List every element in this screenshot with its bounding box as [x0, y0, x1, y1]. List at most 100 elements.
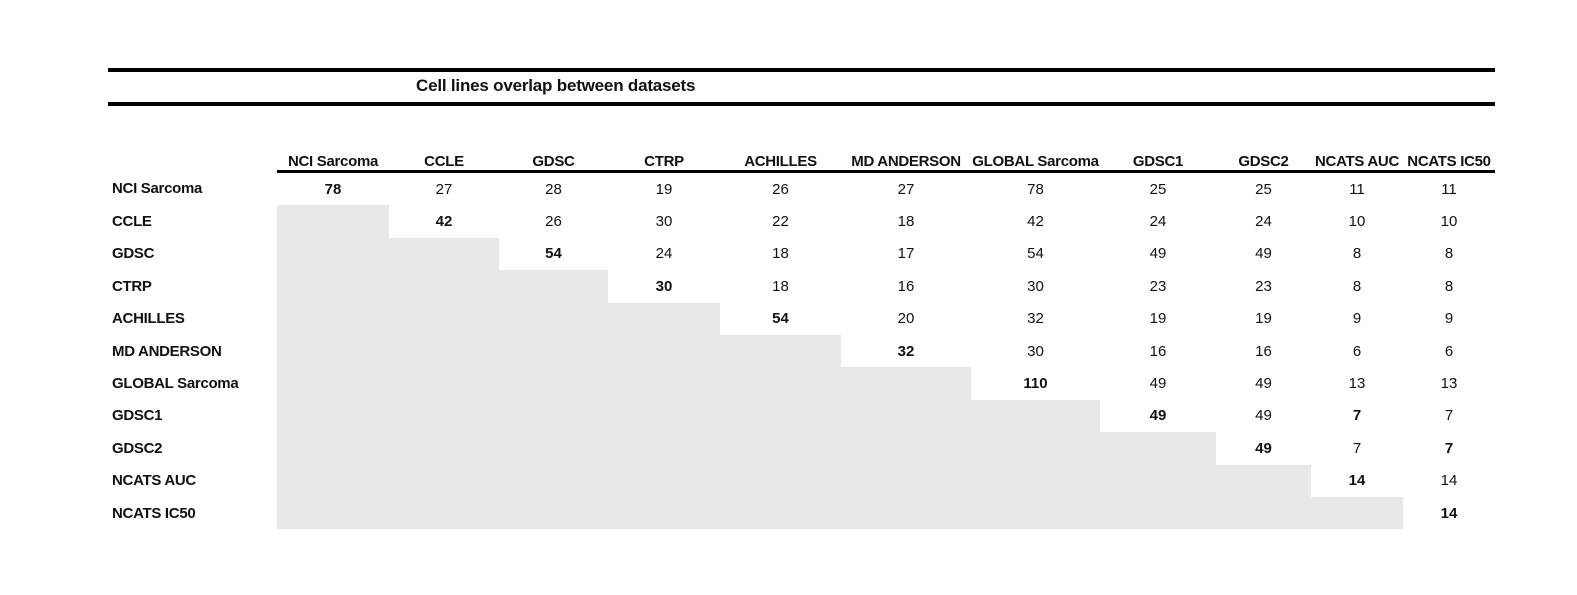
overlap-cell: 20	[897, 310, 915, 328]
shaded-cell	[1100, 432, 1216, 465]
overlap-cell: 54	[772, 310, 789, 328]
column-header: MD ANDERSON	[841, 106, 971, 173]
shaded-cell	[841, 367, 971, 400]
shaded-cell	[720, 496, 841, 530]
shaded-cell	[608, 334, 720, 368]
shaded-cell	[389, 432, 499, 465]
shaded-cell	[971, 496, 1100, 530]
shaded-cell	[1100, 464, 1216, 497]
overlap-cell: 24	[655, 245, 673, 263]
overlap-cell: 19	[1255, 310, 1272, 328]
overlap-cell: 28	[545, 180, 562, 198]
row-label: NCATS AUC	[112, 472, 196, 490]
overlap-cell: 8	[1352, 277, 1362, 295]
overlap-cell: 32	[897, 342, 915, 360]
overlap-cell: 49	[1255, 375, 1272, 393]
overlap-cell: 6	[1352, 342, 1362, 360]
shaded-cell	[841, 464, 971, 497]
shaded-cell	[720, 432, 841, 465]
shaded-cell	[277, 302, 389, 335]
shaded-cell	[389, 334, 499, 368]
shaded-cell	[277, 334, 389, 368]
overlap-cell: 16	[1149, 342, 1167, 360]
shaded-cell	[277, 205, 389, 238]
row-label: CTRP	[112, 277, 152, 295]
overlap-cell: 49	[1149, 407, 1167, 425]
shaded-cell	[841, 496, 971, 530]
shaded-cell	[389, 270, 499, 303]
shaded-cell	[277, 496, 389, 530]
overlap-cell: 9	[1444, 310, 1454, 328]
overlap-cell: 27	[897, 180, 915, 198]
overlap-cell: 42	[435, 213, 453, 231]
row-label: NCI Sarcoma	[112, 179, 203, 197]
shaded-cell	[1216, 464, 1311, 497]
overlap-cell: 26	[545, 213, 562, 231]
shaded-cell	[1311, 496, 1403, 530]
overlap-cell: 78	[324, 180, 342, 198]
shaded-cell	[1216, 496, 1311, 530]
overlap-cell: 8	[1352, 245, 1362, 263]
overlap-cell: 25	[1255, 180, 1272, 198]
shaded-cell	[499, 334, 608, 368]
row-label: MD ANDERSON	[112, 342, 222, 360]
column-header: CTRP	[608, 106, 720, 173]
column-header: GDSC1	[1100, 106, 1216, 173]
column-header: NCI Sarcoma	[277, 106, 389, 173]
header-row: NCI Sarcoma CCLE GDSC CTRP ACHILLES MD ANDERS…	[108, 106, 1495, 173]
shaded-cell	[971, 399, 1100, 433]
overlap-cell: 14	[1440, 472, 1458, 490]
overlap-cell: 14	[1348, 472, 1366, 490]
overlap-cell: 32	[1027, 310, 1044, 328]
figure-title: Cell lines overlap between datasets	[416, 76, 696, 95]
overlap-cell: 8	[1444, 277, 1454, 295]
top-rule	[108, 68, 1495, 72]
shaded-cell	[608, 302, 720, 335]
shaded-cell	[499, 464, 608, 497]
overlap-cell: 25	[1149, 180, 1167, 198]
table-row: CCLE 42 26 30 22 18 42 24 24 10 10	[108, 205, 1495, 238]
table-row: GDSC1 49 49 7 7	[108, 399, 1495, 433]
table-row: NCI Sarcoma 78 27 28 19 26 27 78 25 25 11 11	[108, 172, 1495, 206]
mid-rule	[108, 102, 1495, 106]
overlap-cell: 49	[1255, 245, 1272, 263]
shaded-cell	[841, 432, 971, 465]
shaded-cell	[1100, 496, 1216, 530]
shaded-cell	[277, 367, 389, 400]
table-row: GLOBAL Sarcoma 110 49 49 13 13	[108, 367, 1495, 400]
overlap-cell: 49	[1149, 245, 1167, 263]
shaded-cell	[841, 399, 971, 433]
shaded-cell	[499, 367, 608, 400]
overlap-cell: 16	[1255, 342, 1272, 360]
overlap-cell: 13	[1440, 375, 1458, 393]
row-label: CCLE	[112, 213, 152, 231]
shaded-cell	[971, 464, 1100, 497]
shaded-cell	[499, 496, 608, 530]
shaded-cell	[720, 399, 841, 433]
overlap-cell: 8	[1444, 245, 1454, 263]
table-row: CTRP 30 18 16 30 23 23 8 8	[108, 270, 1495, 303]
overlap-cell: 10	[1348, 213, 1366, 231]
overlap-cell: 78	[1027, 180, 1044, 198]
overlap-cell: 11	[1441, 180, 1457, 198]
shaded-cell	[389, 399, 499, 433]
overlap-cell: 17	[897, 245, 915, 263]
column-header: CCLE	[389, 106, 499, 173]
overlap-cell: 19	[655, 180, 673, 198]
shaded-cell	[277, 432, 389, 465]
overlap-cell: 23	[1149, 277, 1167, 295]
table-row: ACHILLES 54 20 32 19 19 9 9	[108, 302, 1495, 335]
overlap-cell: 14	[1440, 504, 1458, 522]
table-row: NCATS AUC 14 14	[108, 464, 1495, 497]
overlap-cell: 26	[772, 180, 789, 198]
shaded-cell	[720, 464, 841, 497]
overlap-cell: 7	[1444, 439, 1454, 457]
shaded-cell	[608, 464, 720, 497]
shaded-cell	[277, 464, 389, 497]
overlap-cell: 9	[1352, 310, 1362, 328]
overlap-cell: 49	[1149, 375, 1167, 393]
shaded-cell	[608, 496, 720, 530]
overlap-cell: 24	[1149, 213, 1167, 231]
shaded-cell	[389, 367, 499, 400]
title-row: Cell lines overlap between datasets	[108, 72, 1495, 102]
